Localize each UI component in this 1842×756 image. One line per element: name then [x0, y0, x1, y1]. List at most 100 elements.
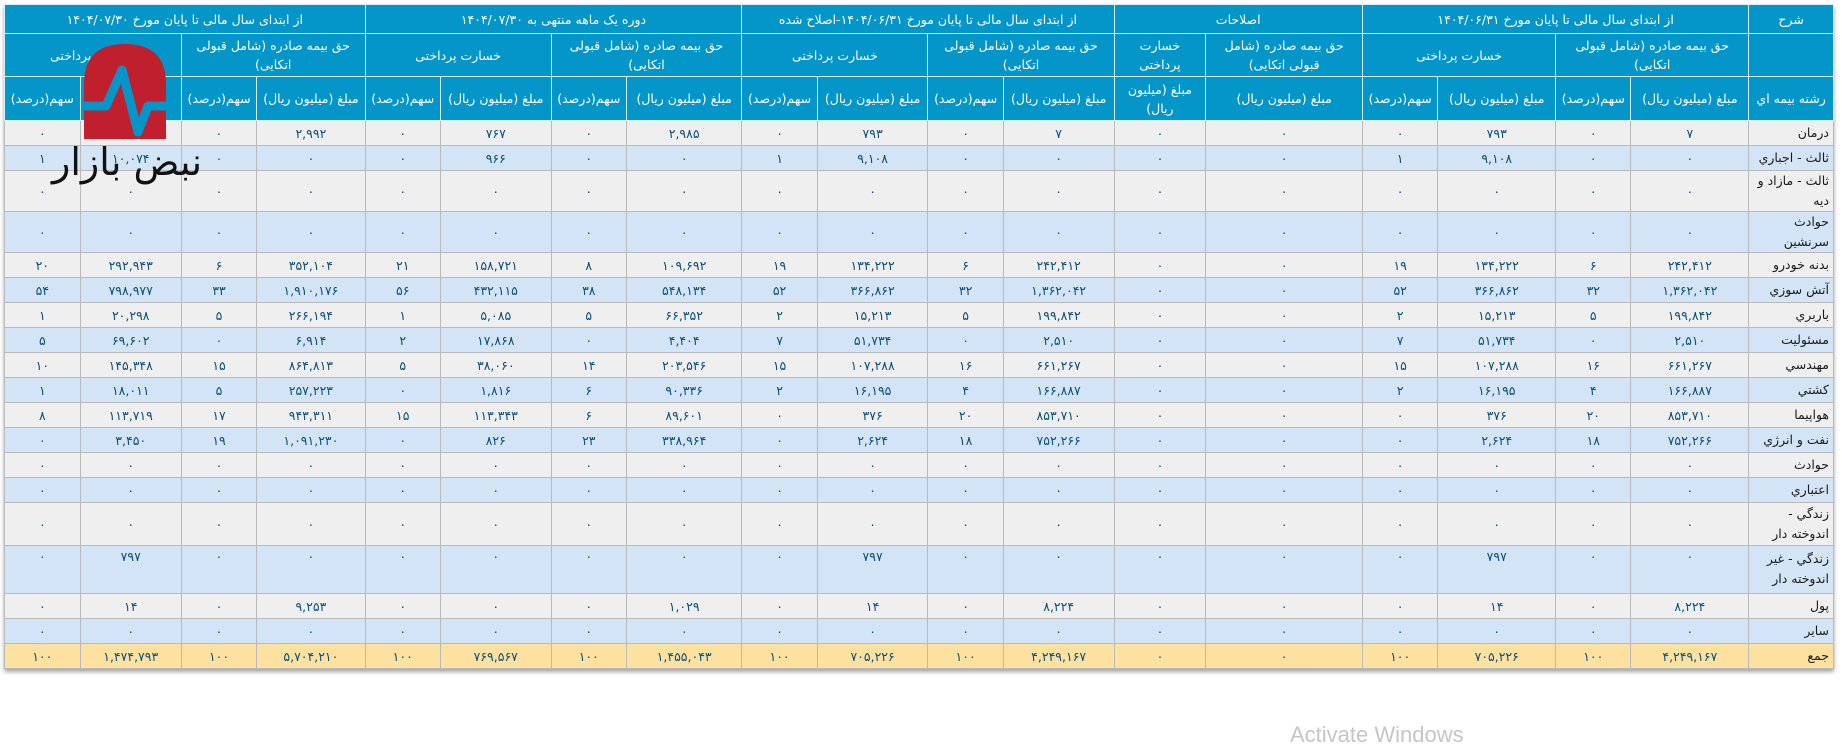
header-blank	[1748, 33, 1834, 77]
table-cell: ۰	[1113, 277, 1207, 303]
column-header-share: سهم(درصد)	[927, 76, 1004, 121]
table-cell: ۰	[1361, 618, 1439, 644]
table-cell: ۱۶	[1555, 352, 1632, 378]
subheader-premium: حق بیمه صادره (شامل قبولی اتکایی)	[927, 33, 1115, 77]
insurance-line-name: زندگي - اندوخته دار	[1748, 502, 1834, 546]
table-row: حوادث سرنشين ۰ ۰ ۰ ۰ ۰ ۰ ۰ ۰ ۰ ۰ ۰ ۰ ۰ ۰ ۰ ۰ ۰ ۰	[4, 211, 1834, 253]
table-cell: ۱۴	[79, 593, 182, 619]
table-cell: ۰	[256, 502, 366, 546]
table-cell: ۰	[741, 545, 818, 594]
table-cell: ۵۲	[741, 277, 818, 303]
table-row: ساير ۰ ۰ ۰ ۰ ۰ ۰ ۰ ۰ ۰ ۰ ۰ ۰ ۰ ۰ ۰ ۰ ۰ ۰	[4, 618, 1834, 644]
insurance-line-name: درمان	[1748, 120, 1834, 146]
column-header-share: سهم(درصد)	[4, 76, 81, 121]
table-cell: ۳۶۶,۸۶۲	[816, 277, 929, 303]
table-cell: ۰	[180, 477, 258, 503]
table-cell: ۰	[180, 170, 258, 212]
insurance-line-name: آتش سوزي	[1748, 277, 1834, 303]
table-cell: ۰	[439, 593, 552, 619]
table-cell: ۰	[1205, 618, 1363, 644]
table-cell: ۰	[741, 452, 818, 478]
table-cell: ۲۴۲,۴۱۲	[1630, 252, 1750, 278]
table-cell: ۱۷	[180, 402, 258, 428]
table-cell: ۰	[625, 545, 743, 594]
table-cell: ۰	[1113, 327, 1207, 353]
table-cell: ۰	[1205, 477, 1363, 503]
subheader-premium: حق بیمه صادره (شامل قبولی اتکایی)	[550, 33, 743, 77]
table-cell: ۰	[625, 618, 743, 644]
table-cell: ۷۹۳	[816, 120, 929, 146]
table-cell: ۰	[1002, 211, 1115, 253]
table-cell: ۰	[1555, 477, 1632, 503]
header-ytd-1404-06-31: از ابتدای سال مالی تا پایان مورخ ۱۴۰۴/۰۶…	[1361, 4, 1750, 34]
table-cell: ۰	[364, 427, 441, 453]
table-cell: ۰	[1205, 145, 1363, 171]
table-cell: ۰	[550, 120, 627, 146]
table-cell: ۷۹۷	[79, 545, 182, 594]
table-cell: ۱	[4, 302, 81, 328]
table-cell: ۰	[79, 170, 182, 212]
table-cell: ۰	[927, 170, 1004, 212]
total-row: جمع ۴,۲۴۹,۱۶۷ ۱۰۰ ۷۰۵,۲۲۶ ۱۰۰ ۰ ۰ ۴,۲۴۹,۱۶۷ ۱۰۰ ۷…	[4, 643, 1834, 669]
table-row: مسئوليت ۲,۵۱۰ ۰ ۵۱,۷۳۴ ۷ ۰ ۰ ۲,۵۱۰ ۰ ۵۱,۷۳۴ ۷ ۴,۴۰۴…	[4, 327, 1834, 353]
table-cell: ۰	[79, 502, 182, 546]
insurance-performance-table-container: شرح از ابتدای سال مالی تا پایان مورخ ۱۴۰…	[4, 4, 1834, 669]
table-cell: ۷۵۲,۲۶۶	[1002, 427, 1115, 453]
table-cell: ۶	[927, 252, 1004, 278]
table-cell: ۱۶	[927, 352, 1004, 378]
table-cell: ۰	[79, 477, 182, 503]
table-cell: ۰	[256, 477, 366, 503]
table-cell: ۶	[550, 402, 627, 428]
table-cell: ۰	[1113, 502, 1207, 546]
table-cell: ۱,۴۵۵,۰۴۳	[625, 643, 743, 669]
table-cell: ۰	[550, 545, 627, 594]
table-cell: ۰	[439, 211, 552, 253]
table-cell: ۰	[1205, 170, 1363, 212]
nabz-bazar-logo-icon	[84, 44, 166, 139]
table-cell: ۱۴	[816, 593, 929, 619]
table-cell: ۰	[625, 502, 743, 546]
subheader-claims: خسارت پرداختی	[1361, 33, 1557, 77]
table-cell: ۰	[1205, 593, 1363, 619]
insurance-line-name: اعتباري	[1748, 477, 1834, 503]
table-cell: ۷۰۵,۲۲۶	[816, 643, 929, 669]
table-cell: ۱۹۹,۸۴۲	[1002, 302, 1115, 328]
table-cell: ۰	[364, 452, 441, 478]
table-cell: ۹۴۳,۳۱۱	[256, 402, 366, 428]
table-cell: ۰	[1205, 302, 1363, 328]
column-header-share: سهم(درصد)	[364, 76, 441, 121]
table-cell: ۵	[364, 352, 441, 378]
table-cell: ۲۰	[927, 402, 1004, 428]
table-cell: ۹,۲۵۳	[256, 593, 366, 619]
table-cell: ۰	[927, 545, 1004, 594]
table-cell: ۰	[1555, 452, 1632, 478]
table-cell: ۵	[927, 302, 1004, 328]
table-cell: ۰	[364, 593, 441, 619]
table-cell: ۰	[550, 211, 627, 253]
table-cell: ۱۶,۱۹۵	[816, 377, 929, 403]
table-body: درمان۷۰۷۹۳۰۰۰۷۰۷۹۳۰۲,۹۸۵۰۷۶۷۰۲,۹۹۲۰۱,۵۶۰…	[4, 120, 1834, 669]
header-month-1404-07-30: دوره یک ماهه منتهی به ۱۴۰۴/۰۷/۳۰	[364, 4, 743, 34]
table-cell: ۰	[741, 427, 818, 453]
table-cell: ۸,۲۲۴	[1002, 593, 1115, 619]
table-cell: ۰	[1361, 120, 1439, 146]
table-cell: ۰	[1630, 145, 1750, 171]
table-cell: ۰	[1205, 545, 1363, 594]
header-ytd-1404-07-30: از ابتدای سال مالی تا پایان مورخ ۱۴۰۴/۰۷…	[4, 4, 366, 34]
table-cell: ۰	[1113, 593, 1207, 619]
table-cell: ۰	[1205, 352, 1363, 378]
table-cell: ۱	[741, 145, 818, 171]
table-cell: ۰	[1002, 477, 1115, 503]
table-cell: ۰	[625, 170, 743, 212]
table-cell: ۱,۳۶۲,۰۴۲	[1630, 277, 1750, 303]
table-cell: ۵۶	[364, 277, 441, 303]
table-cell: ۱,۰۲۹	[625, 593, 743, 619]
table-cell: ۱۸	[927, 427, 1004, 453]
table-cell: ۱۰۷,۲۸۸	[1437, 352, 1557, 378]
table-cell: ۸۹,۶۰۱	[625, 402, 743, 428]
table-cell: ۵۱,۷۳۴	[816, 327, 929, 353]
table-row: پول ۸,۲۲۴ ۰ ۱۴ ۰ ۰ ۰ ۸,۲۲۴ ۰ ۱۴ ۰ ۱,۰۲۹ ۰ ۰ ۰ ۹,۲۵۳ ۰ ۱۴ ۰	[4, 593, 1834, 619]
table-cell: ۷	[741, 327, 818, 353]
table-cell: ۱۰۰	[927, 643, 1004, 669]
table-cell: ۲۰,۲۹۸	[79, 302, 182, 328]
